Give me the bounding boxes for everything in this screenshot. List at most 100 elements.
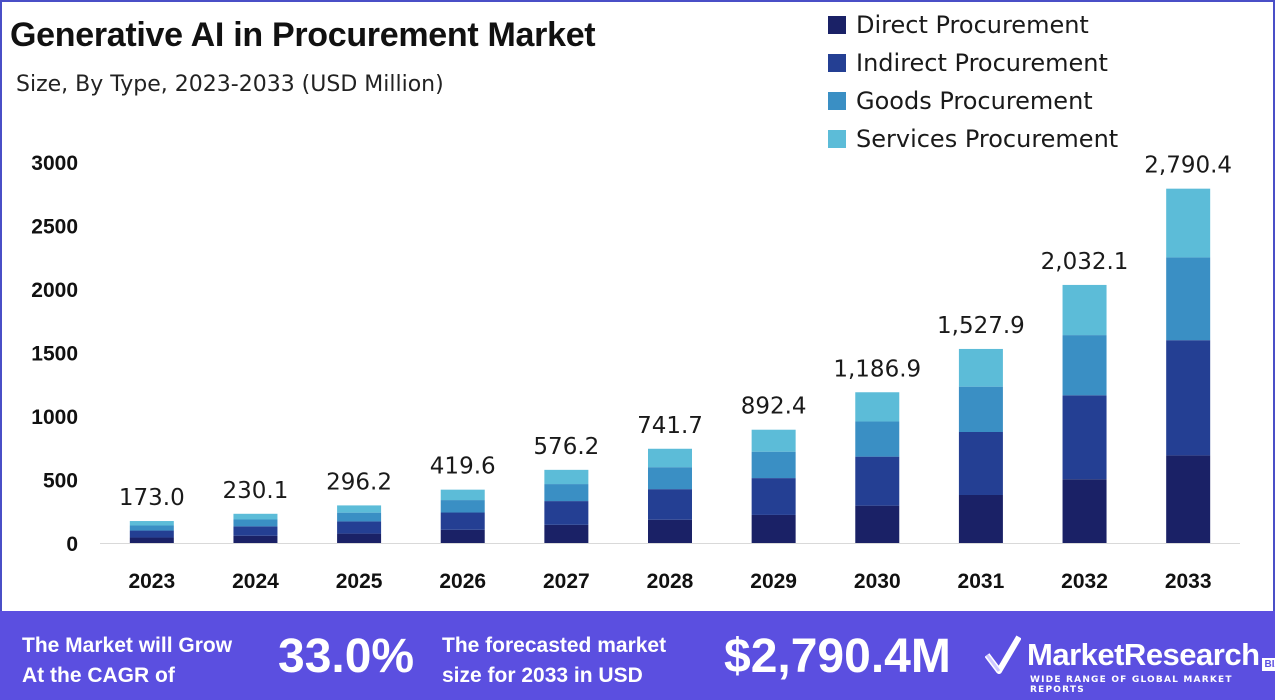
bar-segment-indirect-procurement — [958, 432, 1003, 495]
legend-swatch-services — [828, 130, 846, 148]
legend-label-direct: Direct Procurement — [856, 11, 1089, 39]
forecast-caption-line1: The forecasted market — [442, 634, 667, 657]
bar-segment-goods-procurement — [1062, 335, 1107, 396]
cagr-caption-line2: At the CAGR of — [22, 664, 175, 687]
x-tick-label: 2033 — [1165, 570, 1212, 593]
bar-segment-indirect-procurement — [544, 501, 589, 525]
bar-total-label: 576.2 — [533, 434, 599, 460]
bar-total-label: 1,527.9 — [937, 313, 1025, 339]
y-tick-label: 0 — [66, 533, 78, 556]
y-tick-label: 1500 — [31, 343, 78, 366]
x-tick-label: 2027 — [543, 570, 590, 593]
bar-total-label: 419.6 — [430, 454, 496, 480]
bar-segment-indirect-procurement — [1166, 340, 1211, 456]
bar-total-label: 2,790.4 — [1144, 153, 1232, 179]
chart-subtitle: Size, By Type, 2023-2033 (USD Million) — [16, 72, 444, 97]
bar-segment-services-procurement — [440, 489, 485, 501]
bar-segment-direct-procurement — [648, 519, 692, 543]
cagr-caption-line1: The Market will Grow — [22, 634, 233, 657]
brand-name: MarketResearch — [1027, 637, 1260, 672]
x-tick-label: 2028 — [647, 570, 694, 593]
bar-total-label: 296.2 — [326, 469, 392, 495]
bar-segment-services-procurement — [751, 429, 796, 452]
forecast-caption: The forecasted market size for 2033 in U… — [442, 631, 666, 691]
brand-tagline: WIDE RANGE OF GLOBAL MARKET REPORTS — [1030, 675, 1233, 695]
bar-segment-indirect-procurement — [855, 456, 900, 506]
bar-total-label: 892.4 — [741, 394, 807, 420]
legend-swatch-direct — [828, 16, 846, 34]
y-tick-label: 2000 — [31, 279, 78, 302]
legend-label-indirect: Indirect Procurement — [856, 49, 1108, 77]
bar-segment-services-procurement — [1166, 188, 1211, 258]
legend-label-services: Services Procurement — [856, 125, 1119, 153]
y-tick-label: 500 — [43, 470, 78, 493]
bar-total-label: 173.0 — [119, 485, 185, 511]
cagr-value: 33.0% — [278, 630, 415, 683]
bar-total-label: 230.1 — [223, 478, 289, 504]
legend: Direct Procurement Indirect Procurement … — [828, 6, 1118, 158]
bar-segment-goods-procurement — [129, 525, 174, 531]
bar-segment-direct-procurement — [440, 529, 485, 543]
legend-item-goods: Goods Procurement — [828, 82, 1118, 120]
x-tick-label: 2023 — [128, 570, 175, 593]
bar-segment-goods-procurement — [440, 500, 485, 513]
legend-label-goods: Goods Procurement — [856, 87, 1093, 115]
x-tick-label: 2032 — [1061, 570, 1108, 593]
bar-segment-direct-procurement — [1166, 455, 1211, 543]
forecast-caption-line2: size for 2033 in USD — [442, 664, 643, 687]
bar-segment-goods-procurement — [648, 467, 692, 490]
bar-segment-direct-procurement — [233, 535, 278, 543]
footer-banner: The Market will Grow At the CAGR of 33.0… — [0, 611, 1275, 700]
bar-segment-goods-procurement — [751, 451, 796, 479]
legend-item-services: Services Procurement — [828, 120, 1118, 158]
bar-segment-direct-procurement — [129, 537, 174, 543]
bar-segment-goods-procurement — [958, 386, 1003, 433]
bar-segment-direct-procurement — [337, 533, 382, 543]
x-tick-label: 2030 — [854, 570, 901, 593]
brand-logo[interactable]: MarketResearch BIZ — [985, 633, 1275, 677]
bar-segment-direct-procurement — [544, 524, 589, 543]
bar-segment-services-procurement — [129, 521, 174, 526]
bar-segment-services-procurement — [855, 392, 900, 422]
bar-segment-services-procurement — [337, 505, 382, 513]
x-tick-label: 2029 — [750, 570, 797, 593]
bar-segment-direct-procurement — [855, 505, 900, 543]
y-tick-label: 2500 — [31, 216, 78, 239]
legend-swatch-goods — [828, 92, 846, 110]
bar-segment-goods-procurement — [233, 519, 278, 527]
bar-segment-direct-procurement — [1062, 479, 1107, 543]
bar-segment-direct-procurement — [958, 494, 1003, 543]
bar-segment-indirect-procurement — [648, 489, 692, 520]
forecast-value: $2,790.4M — [724, 630, 951, 683]
stacked-bar-chart: 3000 2500 2000 1500 1000 500 0 173.0 2023 230.1 20… — [31, 152, 1240, 593]
bar-segment-goods-procurement — [1166, 257, 1211, 341]
bar-segment-indirect-procurement — [751, 478, 796, 515]
bar-segment-services-procurement — [1062, 284, 1107, 336]
bar-segment-goods-procurement — [544, 484, 589, 502]
legend-swatch-indirect — [828, 54, 846, 72]
x-tick-label: 2024 — [232, 570, 279, 593]
bar-segment-services-procurement — [648, 448, 692, 468]
chart-title: Generative AI in Procurement Market — [10, 16, 596, 54]
bar-segment-indirect-procurement — [440, 512, 485, 530]
bar-segment-indirect-procurement — [233, 526, 278, 536]
bar-segment-services-procurement — [544, 469, 589, 485]
x-tick-label: 2031 — [958, 570, 1005, 593]
x-tick-label: 2025 — [336, 570, 383, 593]
x-tick-label: 2026 — [439, 570, 486, 593]
bar-segment-services-procurement — [958, 348, 1003, 387]
bar-segment-indirect-procurement — [129, 530, 174, 538]
bar-total-label: 741.7 — [637, 413, 703, 439]
y-tick-label: 3000 — [31, 152, 78, 175]
bar-segment-services-procurement — [233, 513, 278, 520]
bar-segment-goods-procurement — [337, 512, 382, 522]
bar-segment-indirect-procurement — [1062, 395, 1107, 480]
cagr-caption: The Market will Grow At the CAGR of — [22, 631, 232, 691]
bar-segment-goods-procurement — [855, 421, 900, 457]
y-tick-label: 1000 — [31, 406, 78, 429]
bar-segment-direct-procurement — [751, 514, 796, 543]
bar-total-label: 1,186.9 — [833, 356, 921, 382]
brand-check-icon — [985, 635, 1021, 674]
brand-badge: BIZ — [1261, 658, 1275, 671]
